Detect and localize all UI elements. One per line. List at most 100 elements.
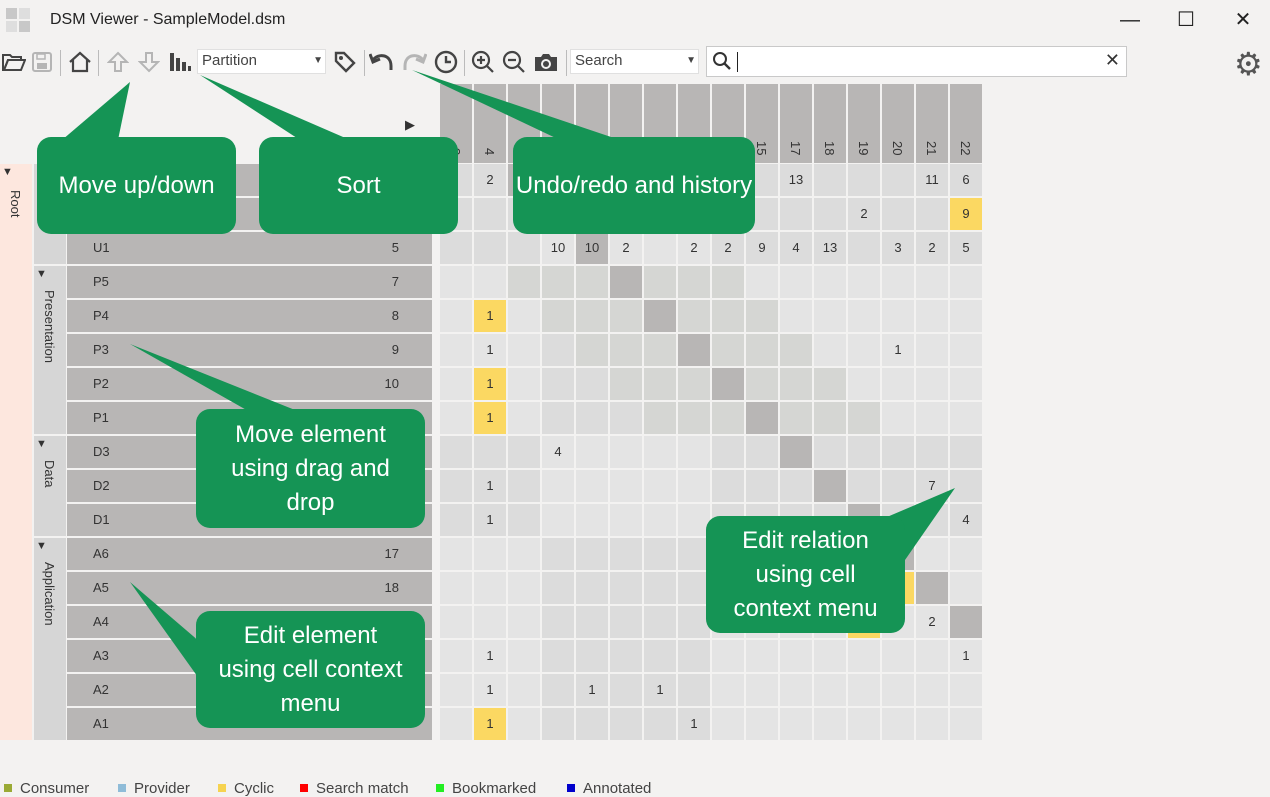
matrix-cell[interactable] [746,674,778,706]
matrix-cell[interactable] [542,402,574,434]
matrix-cell[interactable] [610,708,642,740]
collapse-group-icon[interactable]: ▼ [36,540,47,552]
zoom-in-icon[interactable] [469,48,497,76]
matrix-cell[interactable] [440,368,472,400]
matrix-cell[interactable] [644,300,676,332]
matrix-cell[interactable] [610,300,642,332]
matrix-cell[interactable] [610,470,642,502]
matrix-cell[interactable] [678,572,710,604]
matrix-cell[interactable] [950,402,982,434]
matrix-cell[interactable] [746,300,778,332]
partition-icon[interactable] [166,48,194,76]
matrix-cell[interactable] [916,198,948,230]
matrix-cell[interactable] [950,606,982,638]
matrix-cell[interactable] [882,640,914,672]
matrix-cell[interactable] [780,470,812,502]
matrix-cell[interactable] [848,334,880,366]
row-header[interactable]: A5 18 [67,572,432,604]
matrix-cell[interactable] [610,538,642,570]
matrix-cell[interactable]: 1 [474,300,506,332]
matrix-cell[interactable] [440,436,472,468]
matrix-cell[interactable]: 1 [474,368,506,400]
matrix-cell[interactable]: 9 [746,232,778,264]
matrix-cell[interactable] [610,504,642,536]
matrix-cell[interactable] [508,300,540,332]
matrix-cell[interactable] [848,436,880,468]
matrix-cell[interactable] [610,674,642,706]
matrix-cell[interactable] [712,266,744,298]
matrix-cell[interactable] [848,164,880,196]
matrix-cell[interactable]: 6 [950,164,982,196]
matrix-cell[interactable] [882,708,914,740]
matrix-cell[interactable] [576,300,608,332]
matrix-cell[interactable] [678,504,710,536]
matrix-cell[interactable] [474,436,506,468]
matrix-cell[interactable] [542,606,574,638]
matrix-cell[interactable] [542,538,574,570]
matrix-cell[interactable] [848,232,880,264]
matrix-cell[interactable]: 13 [814,232,846,264]
matrix-cell[interactable] [780,402,812,434]
matrix-cell[interactable]: 9 [950,198,982,230]
collapse-group-icon[interactable]: ▼ [36,438,47,450]
matrix-cell[interactable] [508,266,540,298]
matrix-cell[interactable] [848,300,880,332]
matrix-cell[interactable]: 4 [950,504,982,536]
matrix-cell[interactable] [678,368,710,400]
matrix-cell[interactable] [440,572,472,604]
gear-icon[interactable]: ⚙ [1234,46,1263,82]
matrix-cell[interactable] [916,538,948,570]
matrix-cell[interactable]: 10 [542,232,574,264]
matrix-cell[interactable] [440,640,472,672]
matrix-cell[interactable] [644,504,676,536]
matrix-cell[interactable] [542,640,574,672]
matrix-cell[interactable] [712,640,744,672]
matrix-cell[interactable] [644,708,676,740]
matrix-cell[interactable] [882,266,914,298]
column-header[interactable]: 21 [916,84,948,163]
matrix-cell[interactable] [644,232,676,264]
matrix-cell[interactable] [916,402,948,434]
matrix-cell[interactable] [440,538,472,570]
matrix-cell[interactable] [678,640,710,672]
maximize-button[interactable]: ☐ [1177,9,1195,31]
matrix-cell[interactable] [542,708,574,740]
matrix-cell[interactable] [814,334,846,366]
matrix-cell[interactable] [474,232,506,264]
matrix-cell[interactable] [916,266,948,298]
home-icon[interactable] [66,48,94,76]
matrix-cell[interactable] [950,300,982,332]
matrix-cell[interactable] [644,572,676,604]
matrix-cell[interactable] [882,470,914,502]
matrix-cell[interactable] [916,572,948,604]
matrix-cell[interactable]: 2 [916,232,948,264]
matrix-cell[interactable] [712,436,744,468]
matrix-cell[interactable] [950,266,982,298]
column-header[interactable]: 20 [882,84,914,163]
matrix-cell[interactable] [712,402,744,434]
matrix-cell[interactable]: 2 [848,198,880,230]
matrix-cell[interactable] [848,640,880,672]
matrix-cell[interactable] [848,266,880,298]
matrix-cell[interactable] [882,674,914,706]
matrix-cell[interactable] [440,470,472,502]
close-button[interactable]: ✕ [1234,9,1252,31]
matrix-cell[interactable]: 5 [950,232,982,264]
matrix-cell[interactable]: 4 [780,232,812,264]
matrix-cell[interactable] [712,334,744,366]
matrix-cell[interactable] [780,640,812,672]
matrix-cell[interactable] [882,436,914,468]
matrix-cell[interactable] [610,402,642,434]
matrix-cell[interactable]: 2 [678,232,710,264]
matrix-cell[interactable] [508,334,540,366]
sort-combo[interactable]: Partition ▼ [197,49,326,74]
matrix-cell[interactable] [508,368,540,400]
matrix-cell[interactable] [508,538,540,570]
matrix-cell[interactable] [644,436,676,468]
matrix-cell[interactable]: 1 [474,470,506,502]
matrix-cell[interactable] [542,300,574,332]
matrix-cell[interactable] [746,470,778,502]
matrix-cell[interactable]: 1 [474,640,506,672]
matrix-cell[interactable] [440,674,472,706]
matrix-cell[interactable] [610,572,642,604]
